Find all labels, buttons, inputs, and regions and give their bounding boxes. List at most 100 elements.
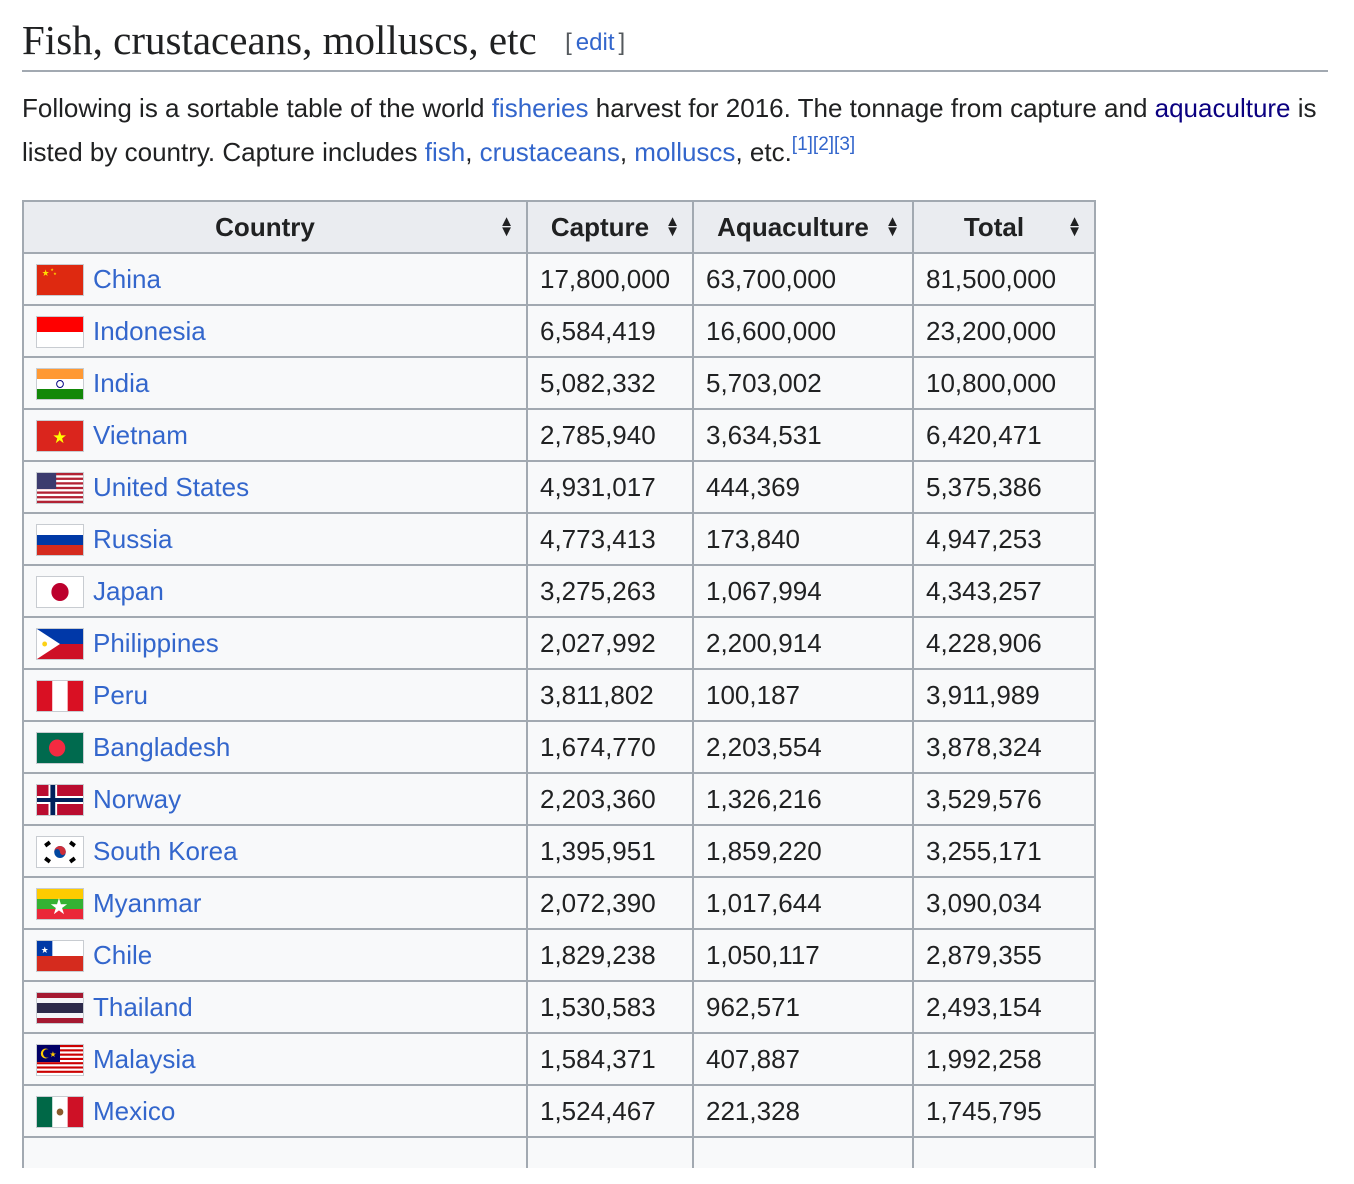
- country-link[interactable]: India: [93, 368, 150, 399]
- table-row: Indonesia 6,584,419 16,600,000 23,200,000: [22, 304, 1096, 358]
- link-molluscs[interactable]: molluscs: [634, 137, 736, 167]
- reference-1[interactable]: [1]: [791, 134, 813, 155]
- table-row: ★ Vietnam 2,785,940 3,634,531 6,420,471: [22, 408, 1096, 462]
- reference-3[interactable]: [3]: [834, 134, 856, 155]
- thailand-flag-icon: [36, 990, 84, 1024]
- country-link[interactable]: Peru: [93, 680, 148, 711]
- south-korea-flag-icon: [36, 834, 84, 868]
- russia-flag-icon: [36, 522, 84, 556]
- myanmar-flag-icon: ★: [36, 886, 84, 920]
- capture-cell: [526, 1136, 694, 1168]
- edit-section: [edit]: [565, 29, 625, 57]
- reference-2[interactable]: [2]: [812, 134, 835, 155]
- capture-cell: 6,584,419: [526, 304, 694, 358]
- sort-icon[interactable]: ▲ ▼: [499, 213, 514, 240]
- country-link[interactable]: Vietnam: [93, 420, 188, 451]
- country-cell: Thailand: [22, 980, 528, 1034]
- link-fish[interactable]: fish: [424, 137, 466, 167]
- country-link[interactable]: Malaysia: [93, 1044, 196, 1075]
- country-cell: India: [22, 356, 528, 410]
- intro-text: is listed by country. Capture includes: [22, 93, 1317, 167]
- table-row: ★ Chile 1,829,238 1,050,117 2,879,355: [22, 928, 1096, 982]
- capture-cell: 1,584,371: [526, 1032, 694, 1086]
- table-header-row: Country ▲ ▼ Capture ▲ ▼ Aquaculture ▲ ▼ Total ▲…: [22, 200, 1096, 254]
- edit-link[interactable]: edit: [575, 29, 615, 56]
- country-link[interactable]: Myanmar: [93, 888, 202, 919]
- aquaculture-cell: 3,634,531: [692, 408, 914, 462]
- sort-icon[interactable]: ▲ ▼: [665, 213, 680, 240]
- link-fisheries[interactable]: fisheries: [491, 93, 589, 123]
- country-link[interactable]: Japan: [93, 576, 164, 607]
- total-cell: 3,529,576: [912, 772, 1096, 826]
- vietnam-flag-icon: ★: [36, 418, 84, 452]
- country-cell: Bangladesh: [22, 720, 528, 774]
- capture-cell: 17,800,000: [526, 252, 694, 306]
- united-states-flag-icon: [36, 470, 84, 504]
- header-total[interactable]: Total ▲ ▼: [912, 200, 1096, 254]
- country-cell: United States: [22, 460, 528, 514]
- total-cell: 6,420,471: [912, 408, 1096, 462]
- header-country[interactable]: Country ▲ ▼: [22, 200, 528, 254]
- intro-text: harvest for 2016. The tonnage from captu…: [588, 93, 1155, 123]
- aquaculture-cell: 2,203,554: [692, 720, 914, 774]
- header-capture[interactable]: Capture ▲ ▼: [526, 200, 694, 254]
- total-cell: 2,879,355: [912, 928, 1096, 982]
- sort-icon[interactable]: ▲ ▼: [885, 213, 900, 240]
- aquaculture-cell: 1,017,644: [692, 876, 914, 930]
- intro-text: , etc.: [735, 137, 792, 167]
- country-cell: South Korea: [22, 824, 528, 878]
- aquaculture-cell: 2,200,914: [692, 616, 914, 670]
- table-row: Peru 3,811,802 100,187 3,911,989: [22, 668, 1096, 722]
- country-link[interactable]: Philippines: [93, 628, 219, 659]
- table-row: ★ ★ ★ China 17,800,000 63,700,000 81,500,000: [22, 252, 1096, 306]
- country-link[interactable]: United States: [93, 472, 250, 503]
- total-cell: 3,911,989: [912, 668, 1096, 722]
- total-cell: 1,745,795: [912, 1084, 1096, 1138]
- country-link[interactable]: Bangladesh: [93, 732, 231, 763]
- header-total-label: Total: [963, 211, 1025, 242]
- capture-cell: 4,773,413: [526, 512, 694, 566]
- country-link[interactable]: Thailand: [93, 992, 193, 1023]
- total-cell: 81,500,000: [912, 252, 1096, 306]
- header-aquaculture[interactable]: Aquaculture ▲ ▼: [692, 200, 914, 254]
- capture-cell: 1,395,951: [526, 824, 694, 878]
- country-cell: Russia: [22, 512, 528, 566]
- sort-icon[interactable]: ▲ ▼: [1067, 213, 1082, 240]
- country-link[interactable]: China: [93, 264, 161, 295]
- table-row: Japan 3,275,263 1,067,994 4,343,257: [22, 564, 1096, 618]
- total-cell: 23,200,000: [912, 304, 1096, 358]
- header-capture-label: Capture: [550, 211, 650, 242]
- country-link[interactable]: Norway: [93, 784, 182, 815]
- svg-text:★: ★: [49, 894, 68, 919]
- section-heading: Fish, crustaceans, molluscs, etc [edit]: [22, 14, 1328, 72]
- svg-text:★: ★: [42, 267, 50, 277]
- country-link[interactable]: Mexico: [93, 1096, 176, 1127]
- capture-cell: 2,072,390: [526, 876, 694, 930]
- link-aquaculture[interactable]: aquaculture: [1154, 93, 1291, 123]
- japan-flag-icon: [36, 574, 84, 608]
- peru-flag-icon: [36, 678, 84, 712]
- aquaculture-cell: 407,887: [692, 1032, 914, 1086]
- capture-cell: 2,203,360: [526, 772, 694, 826]
- intro-text: Following is a sortable table of the wor…: [22, 93, 492, 123]
- country-cell: Mexico: [22, 1084, 528, 1138]
- capture-cell: 4,931,017: [526, 460, 694, 514]
- total-cell: 3,878,324: [912, 720, 1096, 774]
- aquaculture-cell: 1,326,216: [692, 772, 914, 826]
- svg-text:★: ★: [49, 1049, 56, 1058]
- country-link[interactable]: Indonesia: [93, 316, 206, 347]
- country-link[interactable]: Chile: [93, 940, 153, 971]
- aquaculture-cell: 221,328: [692, 1084, 914, 1138]
- indonesia-flag-icon: [36, 314, 84, 348]
- country-cell: ★ Malaysia: [22, 1032, 528, 1086]
- capture-cell: 5,082,332: [526, 356, 694, 410]
- country-cell: [22, 1136, 528, 1168]
- link-crustaceans[interactable]: crustaceans: [479, 137, 620, 167]
- country-link[interactable]: South Korea: [93, 836, 238, 867]
- table-row: Thailand 1,530,583 962,571 2,493,154: [22, 980, 1096, 1034]
- capture-cell: 1,524,467: [526, 1084, 694, 1138]
- svg-text:★: ★: [52, 427, 67, 446]
- country-link[interactable]: Russia: [93, 524, 173, 555]
- intro-text: ,: [619, 137, 635, 167]
- capture-cell: 2,027,992: [526, 616, 694, 670]
